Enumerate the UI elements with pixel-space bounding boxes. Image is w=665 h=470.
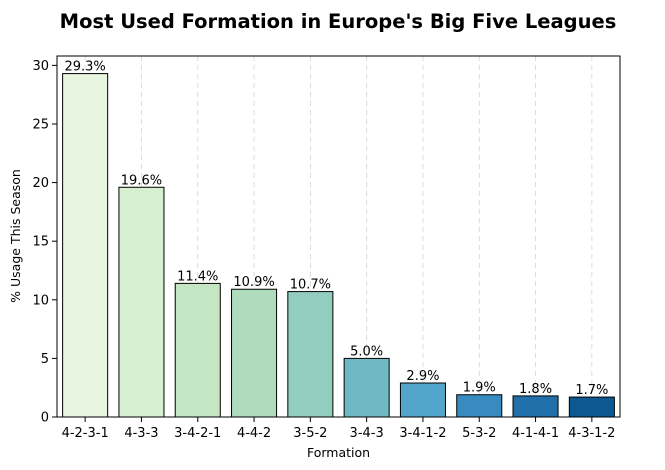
- y-axis: 0 5 10 15 20 25 30: [32, 59, 57, 426]
- x-tick-label: 4-1-4-1: [512, 426, 559, 441]
- x-axis-label: Formation: [307, 445, 370, 460]
- y-tick-label: 5: [41, 352, 49, 367]
- x-tick-label: 3-4-1-2: [399, 426, 446, 441]
- y-tick-label: 20: [32, 176, 49, 191]
- plot-frame: [56, 55, 621, 418]
- x-tick-label: 4-3-1-2: [568, 426, 615, 441]
- x-tick-label: 4-3-3: [124, 426, 158, 441]
- y-tick-label: 10: [32, 293, 49, 308]
- bar-4-4-2: [231, 288, 278, 418]
- x-tick-label: 4-4-2: [237, 426, 271, 441]
- bar-3-4-2-1: [174, 282, 221, 418]
- bar-value-label: 10.7%: [290, 278, 331, 293]
- bar-value-label: 19.6%: [121, 173, 162, 188]
- bar-labels-layer: 29.3% 19.6% 11.4% 10.9% 10.7% 5.0% 2.9% 1.9% 1.8…: [64, 60, 608, 398]
- x-tick-label: 3-4-2-1: [174, 426, 221, 441]
- bar-value-label: 11.4%: [177, 269, 218, 284]
- bar-value-label: 2.9%: [406, 369, 439, 384]
- bar-value-label: 1.9%: [463, 381, 496, 396]
- y-tick-label: 15: [32, 235, 49, 250]
- y-tick-label: 0: [41, 411, 49, 426]
- bars-layer: [62, 73, 615, 418]
- bar-4-2-3-1: [62, 73, 109, 418]
- bar-3-5-2: [287, 291, 334, 418]
- bar-value-label: 5.0%: [350, 344, 383, 359]
- x-tick-label: 3-4-3: [350, 426, 384, 441]
- bar-3-4-3: [343, 357, 390, 418]
- bar-4-3-1-2: [568, 396, 615, 418]
- bar-5-3-2: [456, 394, 503, 418]
- bar-value-label: 29.3%: [64, 60, 105, 75]
- x-tick-label: 4-2-3-1: [62, 426, 109, 441]
- bar-4-1-4-1: [512, 395, 559, 418]
- x-axis: 4-2-3-1 4-3-3 3-4-2-1 4-4-2 3-5-2 3-4-3 3-4-1-…: [62, 417, 615, 441]
- bar-value-label: 1.7%: [575, 383, 608, 398]
- bar-value-label: 1.8%: [519, 382, 552, 397]
- x-tick-label: 3-5-2: [293, 426, 327, 441]
- y-tick-label: 30: [32, 59, 49, 74]
- chart-title: Most Used Formation in Europe's Big Five…: [60, 10, 617, 33]
- bar-3-4-1-2: [399, 382, 446, 418]
- x-tick-label: 5-3-2: [462, 426, 496, 441]
- y-tick-label: 25: [32, 117, 49, 132]
- bar-value-label: 10.9%: [233, 275, 274, 290]
- y-axis-label: % Usage This Season: [8, 169, 23, 303]
- bar-4-3-3: [118, 186, 165, 418]
